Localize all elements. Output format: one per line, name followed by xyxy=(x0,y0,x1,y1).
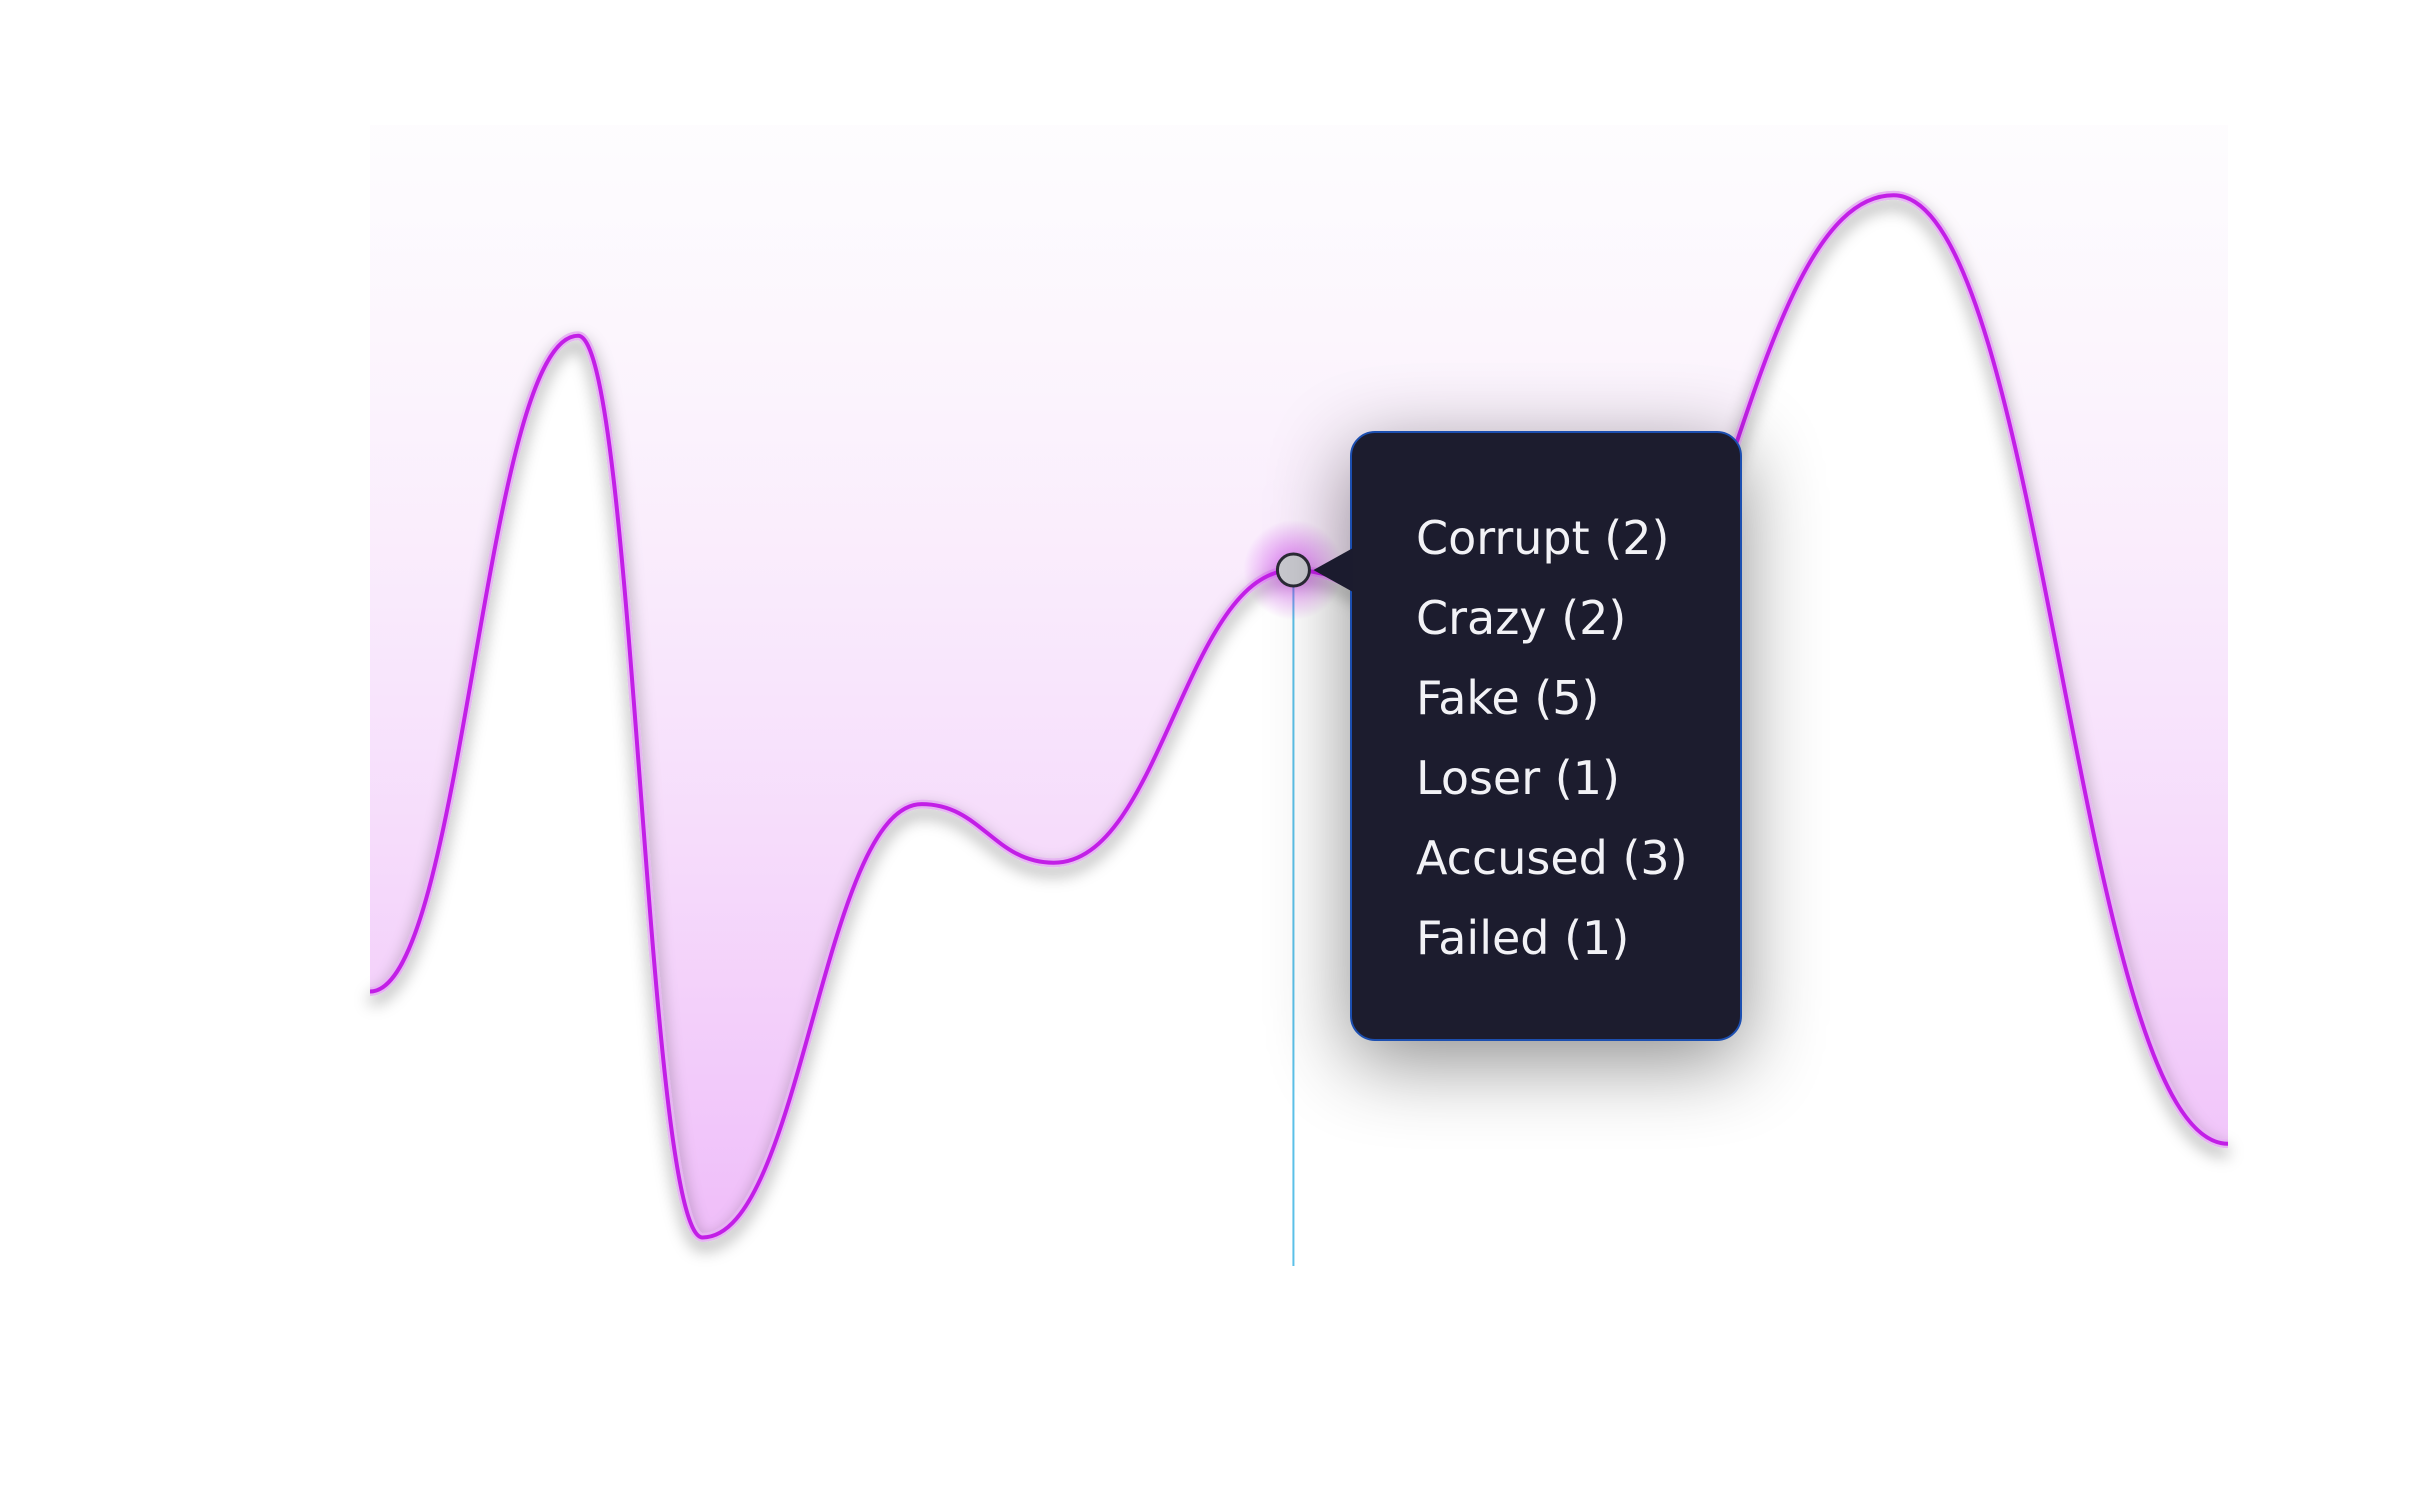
tooltip-item: Crazy (2) xyxy=(1416,591,1626,645)
tooltip-item: Fake (5) xyxy=(1416,671,1600,725)
tooltip-item: Corrupt (2) xyxy=(1416,511,1669,565)
tooltip-item: Loser (1) xyxy=(1416,751,1620,805)
line xyxy=(369,193,2229,1240)
tooltip-item: Failed (1) xyxy=(1416,911,1629,965)
hover-point xyxy=(1275,552,1311,588)
tooltip-item: Accused (3) xyxy=(1416,831,1688,885)
area xyxy=(370,125,2228,1238)
tooltip-box xyxy=(1350,431,1742,1041)
tooltip-pointer xyxy=(1313,547,1353,592)
